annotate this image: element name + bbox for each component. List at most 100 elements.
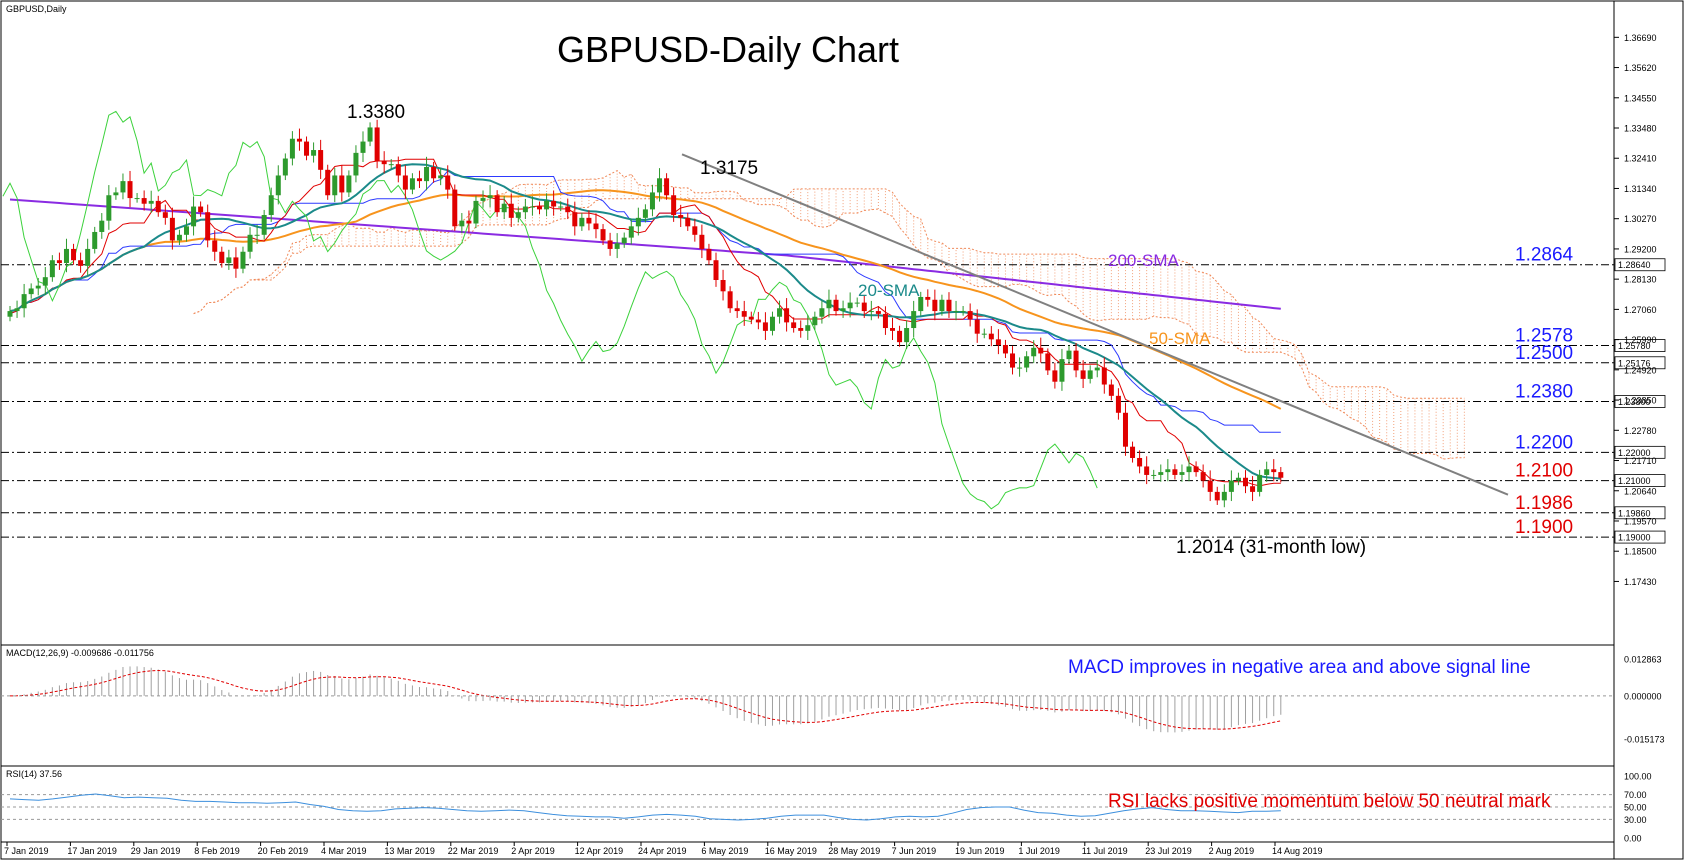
chikou-line [2, 110, 1098, 510]
candle-body [1101, 367, 1107, 385]
candle-body [854, 302, 860, 304]
level-tag-box [1614, 395, 1666, 408]
candle-body [1158, 472, 1164, 475]
candle-body [621, 237, 627, 244]
candle-body [1094, 367, 1100, 371]
candle-body [99, 220, 105, 232]
candle-body [678, 215, 684, 218]
candle-body [424, 166, 430, 182]
macd-note: MACD improves in negative area and above… [1068, 657, 1531, 678]
candle-body [586, 217, 592, 224]
candle-body [1235, 477, 1241, 481]
candle-body [1017, 367, 1023, 369]
candle-body [7, 311, 13, 317]
date-label: 2 Apr 2019 [511, 846, 555, 856]
candle-body [63, 248, 69, 264]
level-tag: 1.21000 [1618, 476, 1651, 486]
price-tick-label: 1.31340 [1624, 184, 1657, 194]
candle-body [911, 311, 917, 329]
candle-body [1137, 457, 1143, 467]
rsi-note: RSI lacks positive momentum below 50 neu… [1108, 791, 1551, 812]
downtrend-line [681, 153, 1509, 496]
candle-body [607, 240, 613, 249]
rsi-label: RSI(14) 37.56 [6, 769, 62, 779]
candle-body [812, 316, 818, 326]
candle-body [967, 311, 973, 320]
candle-body [861, 302, 867, 312]
candle-body [692, 226, 698, 235]
low-annotation: 1.2014 (31-month low) [1176, 537, 1366, 558]
date-label: 4 Mar 2019 [321, 846, 367, 856]
date-label: 1 Jul 2019 [1018, 846, 1060, 856]
level-tag: 1.25176 [1618, 358, 1651, 368]
peak1-annotation: 1.3380 [347, 102, 405, 123]
candle-body [833, 299, 839, 312]
candle-body [92, 231, 98, 249]
date-label: 14 Aug 2019 [1272, 846, 1323, 856]
level-tag: 1.23800 [1618, 397, 1651, 407]
level-label: 1.2578 [1515, 326, 1573, 347]
rsi-tick-label: 100.00 [1624, 772, 1652, 782]
candle-body [777, 308, 783, 317]
level-label: 1.2500 [1515, 343, 1573, 364]
candle-body [1214, 491, 1220, 501]
candle-body [727, 291, 733, 309]
level-tag-box [1614, 474, 1666, 487]
chart-title: GBPUSD-Daily Chart [557, 29, 899, 70]
candle-body [191, 206, 197, 227]
candle-body [762, 322, 768, 331]
candle-body [649, 192, 655, 210]
rsi-tick-label: 50.00 [1624, 803, 1647, 813]
candle-body [875, 311, 881, 314]
candle-body [1002, 344, 1008, 354]
candle-body [289, 138, 295, 159]
price-tick-label: 1.34550 [1624, 93, 1657, 103]
candle-body [1278, 472, 1284, 478]
candle-body [1228, 480, 1234, 492]
date-label: 7 Jan 2019 [4, 846, 49, 856]
candle-body [558, 206, 564, 208]
level-tag-box [1614, 530, 1666, 544]
candle-body [572, 212, 578, 227]
candle-body [791, 322, 797, 329]
sma200-line [9, 198, 1281, 310]
candle-body [1144, 466, 1150, 475]
candle-body [226, 257, 232, 264]
candle-body [826, 299, 832, 309]
candle-body [1045, 353, 1051, 371]
price-tick-label: 1.28130 [1624, 275, 1657, 285]
candle-body [1066, 350, 1072, 360]
candle-body [1243, 477, 1248, 487]
candle-body [120, 181, 126, 193]
level-label: 1.2200 [1515, 432, 1573, 453]
candle-body [755, 319, 761, 323]
candle-body [798, 328, 804, 331]
candle-body [1207, 480, 1213, 492]
candle-body [501, 203, 507, 213]
candle-body [840, 308, 846, 312]
candle-body [953, 311, 959, 313]
candle-body [353, 152, 359, 176]
date-label: 7 Jun 2019 [892, 846, 937, 856]
date-label: 13 Mar 2019 [384, 846, 435, 856]
price-tick-label: 1.18500 [1624, 547, 1657, 557]
candle-body [671, 195, 677, 216]
candle-body [741, 311, 747, 317]
candle-body [685, 217, 691, 227]
candle-body [85, 248, 91, 266]
candle-body [155, 200, 161, 213]
candle-body [346, 175, 352, 193]
candle-body [897, 330, 903, 343]
cloud-span-b [193, 188, 1465, 399]
candle-body [1087, 370, 1093, 379]
candle-body [508, 203, 514, 218]
candle-body [819, 308, 825, 317]
candle-body [657, 178, 663, 193]
candle-body [148, 200, 154, 204]
date-label: 22 Mar 2019 [448, 846, 499, 856]
level-tag: 1.19000 [1618, 533, 1651, 543]
candle-body [946, 299, 952, 312]
candle-body [960, 311, 966, 313]
